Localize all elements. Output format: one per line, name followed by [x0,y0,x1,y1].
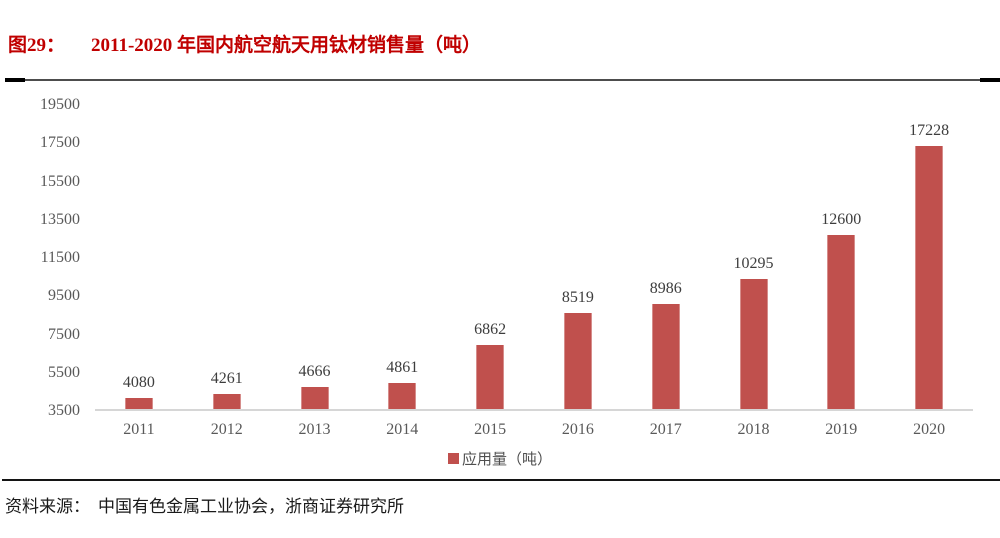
bar [300,387,329,409]
y-tick-label: 5500 [48,363,80,381]
x-tick-label: 2018 [737,421,770,438]
bar [915,146,944,409]
source-text: 中国有色金属工业协会，浙商证券研究所 [98,497,404,516]
bar-value-label: 8519 [561,289,594,306]
source-divider-line [2,479,1000,481]
source-line: 资料来源： 中国有色金属工业协会，浙商证券研究所 [5,492,404,517]
legend-series-label: 应用量（吨） [461,452,552,468]
source-label: 资料来源： [5,497,90,516]
chart-legend: 应用量（吨） [0,448,1000,469]
y-tick-label: 15500 [40,172,80,190]
bar-value-label: 10295 [733,255,774,272]
bar [827,235,856,409]
bar-value-label: 4080 [122,374,155,391]
bar-value-label: 8986 [649,280,682,297]
x-tick-label: 2011 [123,421,155,438]
y-tick-label: 13500 [40,210,80,228]
bar [563,313,592,409]
title-divider-line [5,78,1000,82]
bar-value-label: 17228 [909,122,950,139]
plot-area: 4080 4261 4666 4861 6862 8519 8986 10295 12600 17… [95,105,973,411]
x-tick-label: 2019 [825,421,858,438]
figure-title: 图29： 2011-2020 年国内航空航天用钛材销售量（吨） [8,30,481,57]
y-tick-label: 19500 [40,96,80,113]
x-tick-label: 2017 [649,421,682,438]
bar-value-label: 4666 [298,363,331,380]
y-tick-label: 17500 [40,134,80,152]
bar-value-label: 6862 [474,321,507,338]
x-tick-label: 2016 [561,421,594,438]
bar-value-label: 4261 [210,370,243,387]
divider-end-cap-left [5,78,25,82]
bar [388,383,417,409]
bar [651,304,680,409]
y-tick-label: 3500 [48,402,80,419]
x-tick-label: 2020 [913,421,946,438]
bar [739,279,768,409]
figure-number-label: 图29： [8,35,66,56]
bar [124,398,153,409]
bar-value-label: 4861 [386,359,419,376]
x-tick-label: 2013 [298,421,331,438]
bar [476,345,505,409]
x-tick-label: 2012 [210,421,243,438]
bar-value-label: 12600 [821,211,862,228]
bar [212,394,241,409]
divider-end-cap-right [980,78,1000,82]
x-tick-label: 2014 [386,421,419,438]
chart-title: 2011-2020 年国内航空航天用钛材销售量（吨） [91,35,482,56]
legend-swatch-icon [447,453,459,464]
y-tick-label: 7500 [48,325,80,343]
y-axis: 3500 5500 7500 9500 11500 13500 15500 17500 1950… [14,97,80,419]
x-tick-label: 2015 [474,421,507,438]
y-tick-label: 9500 [48,287,80,305]
x-axis: 2011 2012 2013 2014 2015 2016 2017 2018 2019 2020 [95,421,973,441]
y-tick-label: 11500 [40,249,80,266]
